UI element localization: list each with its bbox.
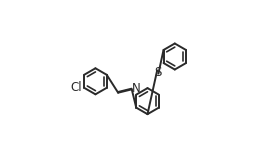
Text: Cl: Cl <box>70 81 82 94</box>
Text: S: S <box>154 66 161 79</box>
Text: N: N <box>132 82 141 95</box>
